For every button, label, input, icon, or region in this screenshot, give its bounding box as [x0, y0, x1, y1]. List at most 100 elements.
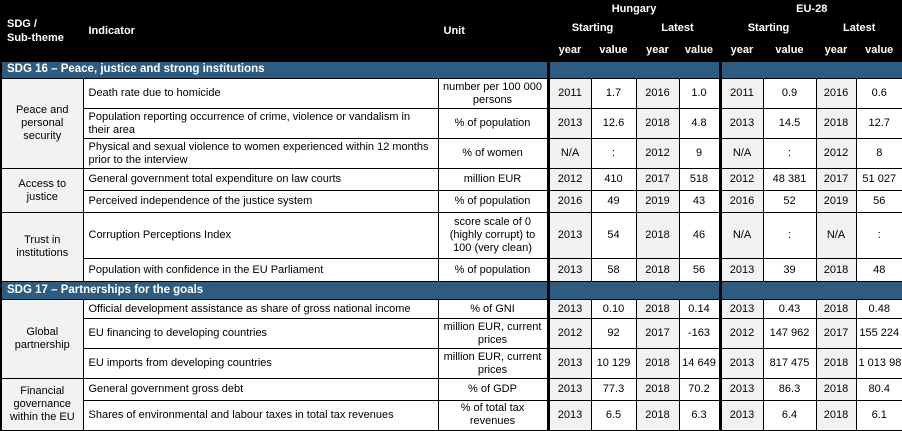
table-row: Trust in institutions Corruption Percepti… — [0, 212, 902, 283]
hungary-year-cell: 2019 — [635, 190, 680, 214]
eu28-year-cell: 2017 — [815, 168, 857, 192]
sdg-subtheme-line1: SDG / — [7, 18, 37, 31]
eu28-value-cell: 48 — [855, 258, 902, 283]
eu28-year-cell: 2019 — [815, 190, 857, 214]
indicator-cell: Death rate due to homicide — [82, 78, 439, 110]
eu28-year-cell: 2012 — [718, 318, 764, 350]
indicator-cell: Official development assistance as share… — [82, 299, 439, 320]
eu28-value-cell: 0.43 — [762, 299, 817, 320]
year-col-header: year — [635, 39, 680, 63]
eu28-value-cell: 6.4 — [762, 400, 817, 431]
col-header-unit: Unit — [437, 0, 549, 63]
hungary-year-cell: 2013 — [546, 212, 592, 260]
hungary-value-cell: 410 — [590, 168, 637, 192]
hungary-year-cell: 2013 — [546, 299, 592, 320]
table-row: Perceived independence of the justice sy… — [1, 190, 902, 214]
unit-cell: score scale of 0 (highly corrupt) to 100… — [437, 212, 549, 260]
hungary-year-cell: 2018 — [635, 212, 680, 260]
eu28-year-cell: 2018 — [815, 400, 857, 431]
table-row: Financial governance within the EU Genera… — [0, 378, 902, 431]
hungary-value-cell: 0.10 — [590, 299, 637, 320]
hungary-year-cell: 2012 — [635, 138, 680, 170]
eu28-year-cell: 2018 — [815, 108, 857, 140]
hungary-value-cell: 1.0 — [678, 78, 721, 110]
section-band — [546, 281, 721, 301]
hungary-value-cell: -163 — [678, 318, 721, 350]
hungary-year-cell: 2013 — [546, 108, 592, 140]
unit-cell: % of population — [437, 108, 549, 140]
eu28-value-cell: 56 — [855, 190, 902, 214]
indicator-cell: EU financing to developing countries — [82, 318, 439, 350]
unit-cell: % of women — [437, 138, 549, 170]
hungary-latest-header: Latest — [635, 17, 721, 41]
hungary-value-cell: 518 — [678, 168, 721, 192]
hungary-value-cell: 1.7 — [590, 78, 637, 110]
hungary-value-cell: 9 — [678, 138, 721, 170]
eu28-value-cell: 6.1 — [855, 400, 902, 431]
eu28-value-cell: 817 475 — [762, 348, 817, 380]
table-header: SDG / Sub-theme Indicator Unit Hungary EU… — [0, 0, 902, 63]
eu28-value-cell: 52 — [762, 190, 817, 214]
eu28-year-cell: 2013 — [718, 348, 764, 380]
eu28-year-cell: 2013 — [718, 299, 764, 320]
hungary-year-cell: 2017 — [635, 168, 680, 192]
hungary-value-cell: 70.2 — [678, 378, 721, 402]
hungary-value-cell: 58 — [590, 258, 637, 283]
eu28-year-cell: 2012 — [718, 168, 764, 192]
eu28-year-cell: 2018 — [815, 299, 857, 320]
indicator-cell: General government total expenditure on … — [82, 168, 439, 192]
indicator-cell: EU imports from developing countries — [82, 348, 439, 380]
col-header-sdg-subtheme: SDG / Sub-theme — [0, 0, 84, 63]
section-header-row: SDG 17 – Partnerships for the goals — [0, 281, 902, 301]
eu28-year-cell: 2012 — [815, 138, 857, 170]
eu28-value-cell: 147 962 — [762, 318, 817, 350]
table-row: Population with confidence in the EU Par… — [1, 258, 902, 283]
table-row: Physical and sexual violence to women ex… — [1, 138, 902, 170]
indicator-cell: Population reporting occurrence of crime… — [82, 108, 439, 140]
year-col-header: year — [546, 39, 592, 63]
eu28-value-cell: 48 381 — [762, 168, 817, 192]
section-title: SDG 16 – Peace, justice and strong insti… — [0, 61, 549, 80]
hungary-value-cell: 77.3 — [590, 378, 637, 402]
hungary-year-cell: N/A — [546, 138, 592, 170]
eu28-value-cell: 8 — [855, 138, 902, 170]
unit-cell: % of population — [437, 190, 549, 214]
table-row: Shares of environmental and labour taxes… — [1, 400, 902, 431]
value-col-header: value — [855, 39, 902, 63]
eu28-year-cell: N/A — [718, 138, 764, 170]
subtheme-cell: Trust in institutions — [0, 212, 84, 283]
eu28-value-cell: 0.9 — [762, 78, 817, 110]
hungary-value-cell: 4.8 — [678, 108, 721, 140]
eu28-year-cell: 2017 — [815, 318, 857, 350]
hungary-value-cell: 43 — [678, 190, 721, 214]
header-row-groups: SDG / Sub-theme Indicator Unit Hungary EU… — [0, 0, 902, 63]
eu28-value-cell: 14.5 — [762, 108, 817, 140]
unit-cell: number per 100 000 persons — [437, 78, 549, 110]
table-row: EU financing to developing countries mill… — [1, 318, 902, 350]
value-col-header: value — [678, 39, 721, 63]
hungary-year-cell: 2013 — [546, 348, 592, 380]
indicator-cell: Shares of environmental and labour taxes… — [82, 400, 439, 431]
hungary-year-cell: 2012 — [546, 168, 592, 192]
hungary-year-cell: 2018 — [635, 299, 680, 320]
unit-cell: million EUR, current prices — [437, 348, 549, 380]
hungary-year-cell: 2013 — [546, 258, 592, 283]
hungary-value-cell: 14 649 — [678, 348, 721, 380]
eu28-starting-header: Starting — [718, 17, 817, 41]
year-col-header: year — [718, 39, 764, 63]
col-header-indicator: Indicator — [82, 0, 439, 63]
year-col-header: year — [815, 39, 857, 63]
hungary-value-cell: 0.14 — [678, 299, 721, 320]
hungary-value-cell: 54 — [590, 212, 637, 260]
indicator-cell: Population with confidence in the EU Par… — [82, 258, 439, 283]
table-row: EU imports from developing countries mill… — [1, 348, 902, 380]
eu28-value-cell: 86.3 — [762, 378, 817, 402]
hungary-value-cell: 56 — [678, 258, 721, 283]
eu28-value-cell: : — [855, 212, 902, 260]
unit-cell: % of population — [437, 258, 549, 283]
subtheme-cell: Financial governance within the EU — [0, 378, 84, 431]
hungary-value-cell: 6.5 — [590, 400, 637, 431]
hungary-value-cell: 92 — [590, 318, 637, 350]
section-band — [718, 281, 902, 301]
eu28-year-cell: 2011 — [718, 78, 764, 110]
